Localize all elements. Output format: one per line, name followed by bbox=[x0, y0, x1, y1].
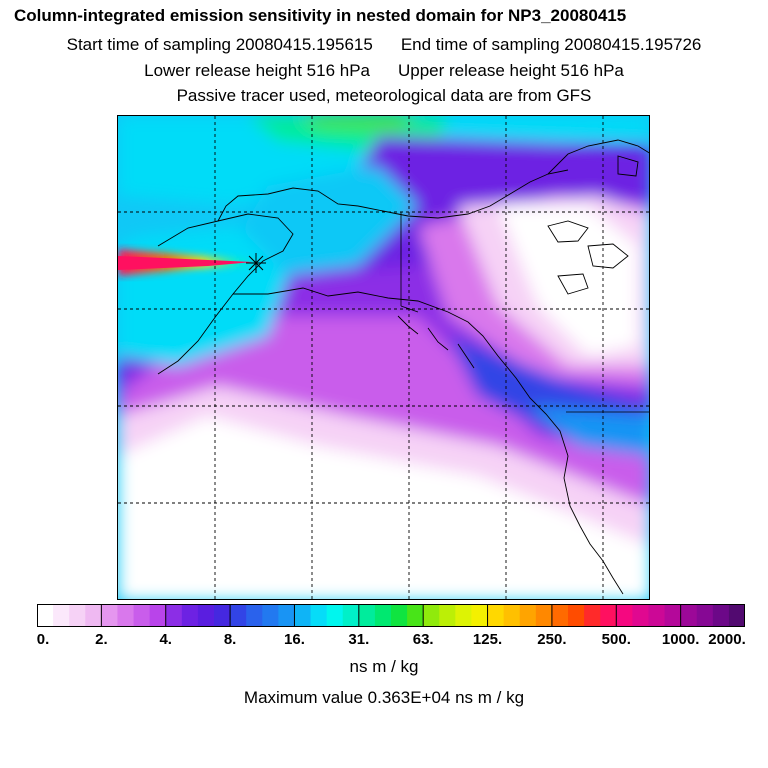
colorbar-tick-label: 16. bbox=[284, 631, 305, 648]
start-time: Start time of sampling 20080415.195615 bbox=[66, 35, 373, 54]
colorbar-cell bbox=[85, 604, 102, 627]
colorbar-cell bbox=[310, 604, 328, 627]
colorbar-cell bbox=[181, 604, 199, 627]
colorbar-tick-label: 8. bbox=[223, 631, 237, 648]
colorbar-cell bbox=[69, 604, 86, 627]
colorbar-cell bbox=[487, 604, 505, 627]
colorbar-cell bbox=[407, 604, 424, 627]
end-time: End time of sampling 20080415.195726 bbox=[400, 35, 702, 54]
colorbar-cell bbox=[374, 604, 392, 627]
colorbar-cell bbox=[342, 604, 360, 627]
borders bbox=[400, 212, 649, 413]
colorbar-tick-label: 0. bbox=[36, 631, 50, 648]
upper-release-height: Upper release height 516 hPa bbox=[398, 61, 624, 80]
colorbar-cell bbox=[519, 604, 537, 627]
colorbar-cell bbox=[133, 604, 151, 627]
maximum-value: Maximum value 0.363E+04 ns m / kg bbox=[243, 688, 525, 707]
colorbar-units: ns m / kg bbox=[349, 657, 419, 676]
colorbar-cell bbox=[246, 604, 263, 627]
colorbar-cell bbox=[632, 604, 650, 627]
colorbar-tick-label: 250. bbox=[537, 631, 567, 648]
colorbar-cell bbox=[696, 604, 714, 627]
colorbar-tick-label: 4. bbox=[159, 631, 172, 648]
colorbar-tick-label: 125. bbox=[472, 631, 503, 648]
colorbar-frame bbox=[37, 604, 745, 627]
colorbar-dividers bbox=[100, 604, 682, 627]
colorbar-cell bbox=[117, 604, 135, 627]
colorbar-cell bbox=[197, 604, 215, 627]
colorbar-tick-label: 2000. bbox=[708, 631, 746, 648]
colorbar-cell bbox=[423, 604, 440, 627]
colorbar-cell bbox=[648, 604, 666, 627]
emission-plume-core bbox=[118, 256, 253, 270]
colorbar-cell bbox=[230, 604, 247, 627]
tracer-note: Passive tracer used, meteorological data… bbox=[176, 86, 592, 105]
chart-title: Column-integrated emission sensitivity i… bbox=[14, 6, 627, 25]
colorbar-cell bbox=[391, 604, 408, 627]
colorbar-cell bbox=[455, 604, 473, 627]
colorbar-cell bbox=[471, 604, 489, 627]
colorbar-cell bbox=[584, 604, 601, 627]
colorbar-cell bbox=[294, 604, 312, 627]
sampling-times: Start time of sampling 20080415.195615 En… bbox=[0, 35, 768, 55]
colorbar-cell bbox=[326, 604, 344, 627]
colorbar-cell bbox=[278, 604, 296, 627]
colorbar-cell bbox=[53, 604, 70, 627]
colorbar-tick-label: 31. bbox=[348, 631, 370, 648]
colorbar-cell bbox=[358, 604, 376, 627]
release-heights: Lower release height 516 hPa Upper releas… bbox=[0, 61, 768, 81]
colorbar-cell bbox=[568, 604, 585, 627]
colorbar-tick-label: 63. bbox=[412, 631, 434, 648]
colorbar-cell bbox=[37, 604, 54, 627]
colorbar-cell bbox=[262, 604, 279, 627]
colorbar-cell bbox=[600, 604, 617, 627]
field-shading bbox=[118, 116, 649, 599]
colorbar-cell bbox=[728, 604, 745, 627]
colorbar-cell bbox=[551, 604, 569, 627]
colorbar-tick-label: 500. bbox=[601, 631, 631, 648]
lower-release-height: Lower release height 516 hPa bbox=[144, 61, 370, 80]
release-location-marker bbox=[246, 253, 266, 273]
colorbar-cell bbox=[214, 604, 231, 627]
colorbar bbox=[37, 604, 745, 627]
colorbar-cells bbox=[37, 604, 745, 627]
colorbar-tick-label: 1000. bbox=[661, 631, 700, 648]
colorbar-cell bbox=[616, 604, 633, 627]
sensitivity-map bbox=[117, 115, 650, 600]
colorbar-tick-label: 2. bbox=[95, 631, 108, 648]
colorbar-cell bbox=[503, 604, 521, 627]
colorbar-cell bbox=[165, 604, 183, 627]
colorbar-cell bbox=[149, 604, 167, 627]
colorbar-cell bbox=[664, 604, 682, 627]
colorbar-cell bbox=[680, 604, 698, 627]
colorbar-cell bbox=[535, 604, 553, 627]
lat-lon-grid bbox=[118, 116, 649, 599]
colorbar-cell bbox=[439, 604, 456, 627]
map-svg bbox=[118, 116, 649, 599]
colorbar-cell bbox=[712, 604, 730, 627]
coastlines bbox=[157, 139, 649, 595]
colorbar-cell bbox=[101, 604, 119, 627]
